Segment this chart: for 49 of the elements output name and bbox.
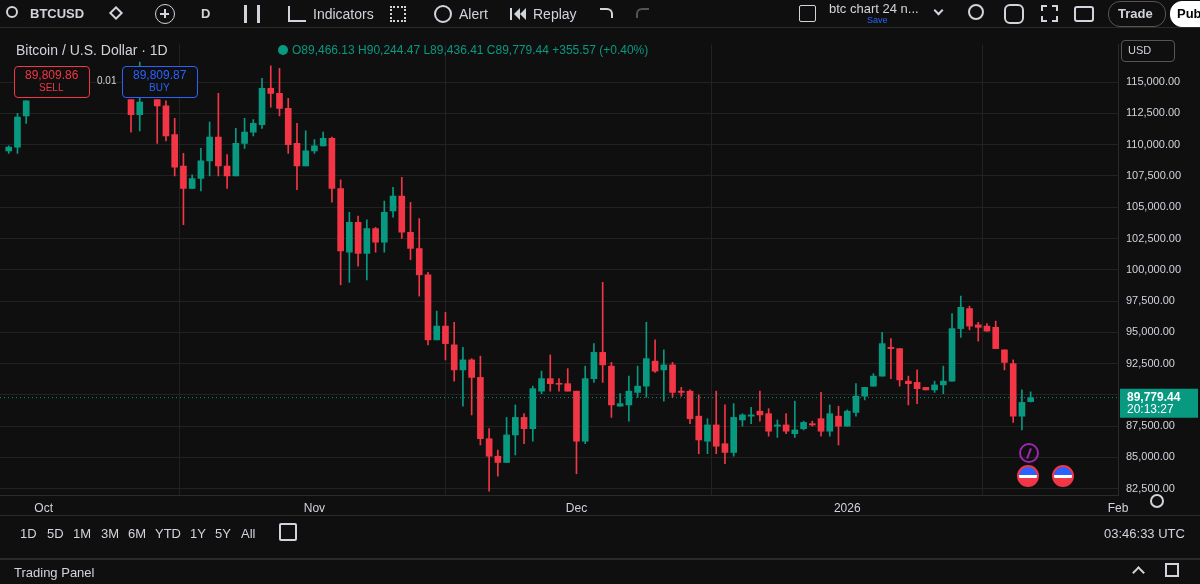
y-tick-label: 105,000.00 (1126, 200, 1182, 213)
y-tick-label: 107,500.00 (1126, 169, 1182, 181)
y-tick-label: 102,500.00 (1126, 231, 1182, 244)
text: 1Y (190, 526, 206, 541)
sell-button: 89,809.86 SELL (14, 66, 90, 98)
annotation: SELL (39, 82, 64, 93)
y-tick-label: 85,000.00 (1126, 450, 1175, 463)
text: 03:46:33 UTC (1104, 526, 1185, 541)
text: 6M (128, 526, 147, 541)
chart-title: Bitcoin / U.S. Dollar · 1D (16, 42, 168, 58)
text: 1M (73, 526, 92, 541)
text: Save (867, 15, 888, 25)
text: btc chart 24 n... (829, 1, 919, 16)
text: All (241, 526, 256, 541)
x-tick-label: 2026 (833, 500, 861, 515)
annotation: BUY (149, 82, 170, 93)
y-tick-label: 110,000.00 (1126, 137, 1181, 150)
y-tick-label: 95,000.00 (1126, 325, 1175, 338)
x-tick-label: Oct (34, 500, 54, 515)
y-tick-label: 92,500.00 (1126, 356, 1175, 369)
text: 1D (20, 526, 37, 541)
text: 5Y (215, 526, 231, 541)
y-tick-label: 82,500.00 (1126, 481, 1175, 494)
y-tick-label: 112,500.00 (1126, 106, 1181, 119)
chart-subtitle: O89,466.13 H90,244.47 L89,436.41 C89,779.44 +355.57 (+0.40%) (292, 43, 649, 57)
y-tick-label: 115,000.00 (1126, 75, 1181, 88)
text: 5D (47, 526, 64, 541)
text: Indicators (313, 6, 374, 22)
text: D (201, 6, 211, 21)
x-tick-label: Dec (565, 500, 588, 515)
text: BTCUSD (30, 6, 85, 21)
y-tick-label: 100,000.00 (1126, 262, 1182, 275)
y-tick-label: 87,500.00 (1126, 419, 1175, 432)
trade-button: Trade (1108, 1, 1166, 27)
candlestick (922, 387, 930, 391)
annotation: 89,809.87 (133, 68, 187, 82)
buy-button: 89,809.87 BUY (122, 66, 198, 98)
text: Replay (533, 6, 577, 22)
annotation: 0.01 (97, 75, 117, 86)
text: YTD (155, 526, 181, 541)
y-tick-label: 97,500.00 (1126, 294, 1175, 307)
annotation: 89,809.86 (25, 68, 79, 82)
text: Trading Panel (14, 565, 95, 580)
x-tick-label: Nov (303, 500, 326, 515)
ref-line-label: 89,779.44 (1127, 389, 1181, 404)
currency-selector: USD (1121, 40, 1175, 62)
text: Alert (459, 6, 488, 22)
text: 3M (101, 526, 120, 541)
x-tick-label: Feb (1107, 500, 1129, 515)
